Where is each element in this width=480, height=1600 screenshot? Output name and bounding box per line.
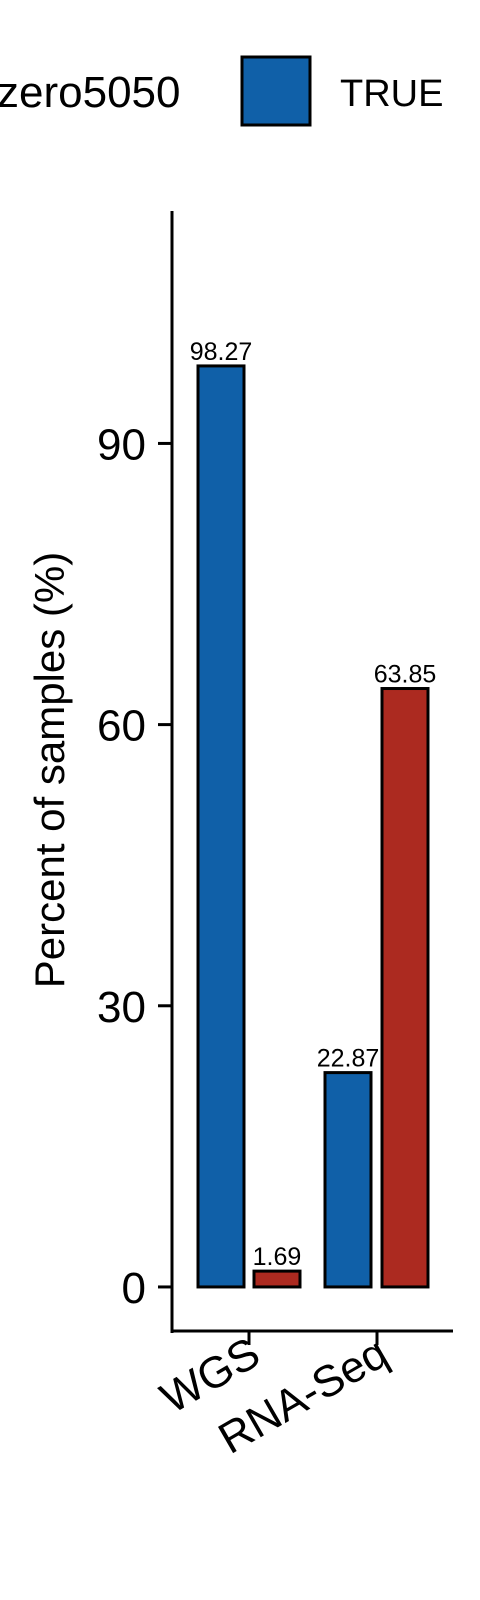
bar-value-label: 98.27 — [190, 338, 253, 366]
bar-rna-seq-red — [380, 687, 430, 1289]
legend-label-true: TRUE — [340, 73, 443, 115]
bars: 98.27 1.69 22.87 63.85 — [190, 338, 437, 1289]
bar-wgs-red — [252, 1269, 302, 1289]
legend: zero5050 TRUE — [0, 55, 443, 127]
y-axis-title: Percent of samples (%) — [26, 552, 73, 989]
bar-rna-seq-blue — [323, 1071, 373, 1289]
bar-value-label: 63.85 — [374, 661, 437, 689]
bar-value-label: 22.87 — [317, 1045, 380, 1073]
y-tick-label: 0 — [122, 1264, 146, 1313]
y-tick-label: 90 — [97, 420, 146, 469]
legend-swatch-true — [240, 55, 312, 127]
legend-title: zero5050 — [0, 68, 180, 117]
y-tick-label: 30 — [97, 983, 146, 1032]
bar-wgs-blue — [196, 364, 246, 1289]
y-ticks: 0 30 60 90 — [97, 420, 172, 1313]
y-tick-label: 60 — [97, 702, 146, 751]
bar-value-label: 1.69 — [253, 1243, 302, 1271]
